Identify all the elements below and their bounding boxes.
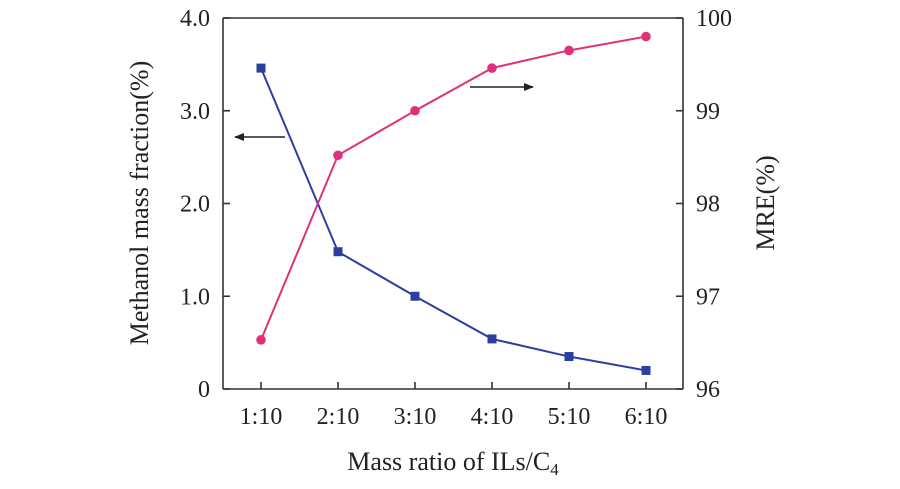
methanol-point [410,291,420,301]
x-axis-title-main: Mass ratio of ILs/C [347,447,550,476]
methanol-point [641,365,651,375]
methanol-series-line [260,67,647,372]
y-tick-label: 4.0 [180,6,210,32]
mre-point [256,335,266,345]
x-tick-label: 5:10 [548,404,591,430]
y-right-tick-label: 96 [696,377,720,403]
y-tick-label: 0 [198,377,210,403]
mre-point [410,105,420,116]
mre-point [487,63,497,73]
methanol-point [487,334,497,344]
mre-point [564,45,574,56]
mre-point [641,31,651,42]
x-tick-label: 2:10 [317,404,360,430]
y-right-tick-label: 98 [696,192,720,218]
y-tick-label: 1.0 [180,284,210,310]
x-axis-title: Mass ratio of ILs/C4 [347,447,559,479]
x-tick-label: 6:10 [625,404,668,430]
y-right-tick-label: 100 [696,6,732,32]
x-tick-label: 4:10 [471,404,514,430]
methanol-point [333,247,343,257]
y-tick-label: 2.0 [180,192,210,218]
methanol-point [564,352,574,362]
y-axis-title: Methanol mass fraction(%) [125,61,154,345]
mre-point [333,150,343,161]
mre-series-line [260,35,647,341]
y-tick-label: 3.0 [180,99,210,125]
x-tick-label: 1:10 [240,404,283,430]
x-tick-label: 3:10 [394,404,437,430]
methanol-point [256,63,266,73]
y-right-tick-label: 99 [696,99,720,125]
x-axis-title-subscript: 4 [550,460,559,479]
y-right-tick-label: 97 [696,284,720,310]
y-axis-right-title: MRE(%) [751,155,780,250]
